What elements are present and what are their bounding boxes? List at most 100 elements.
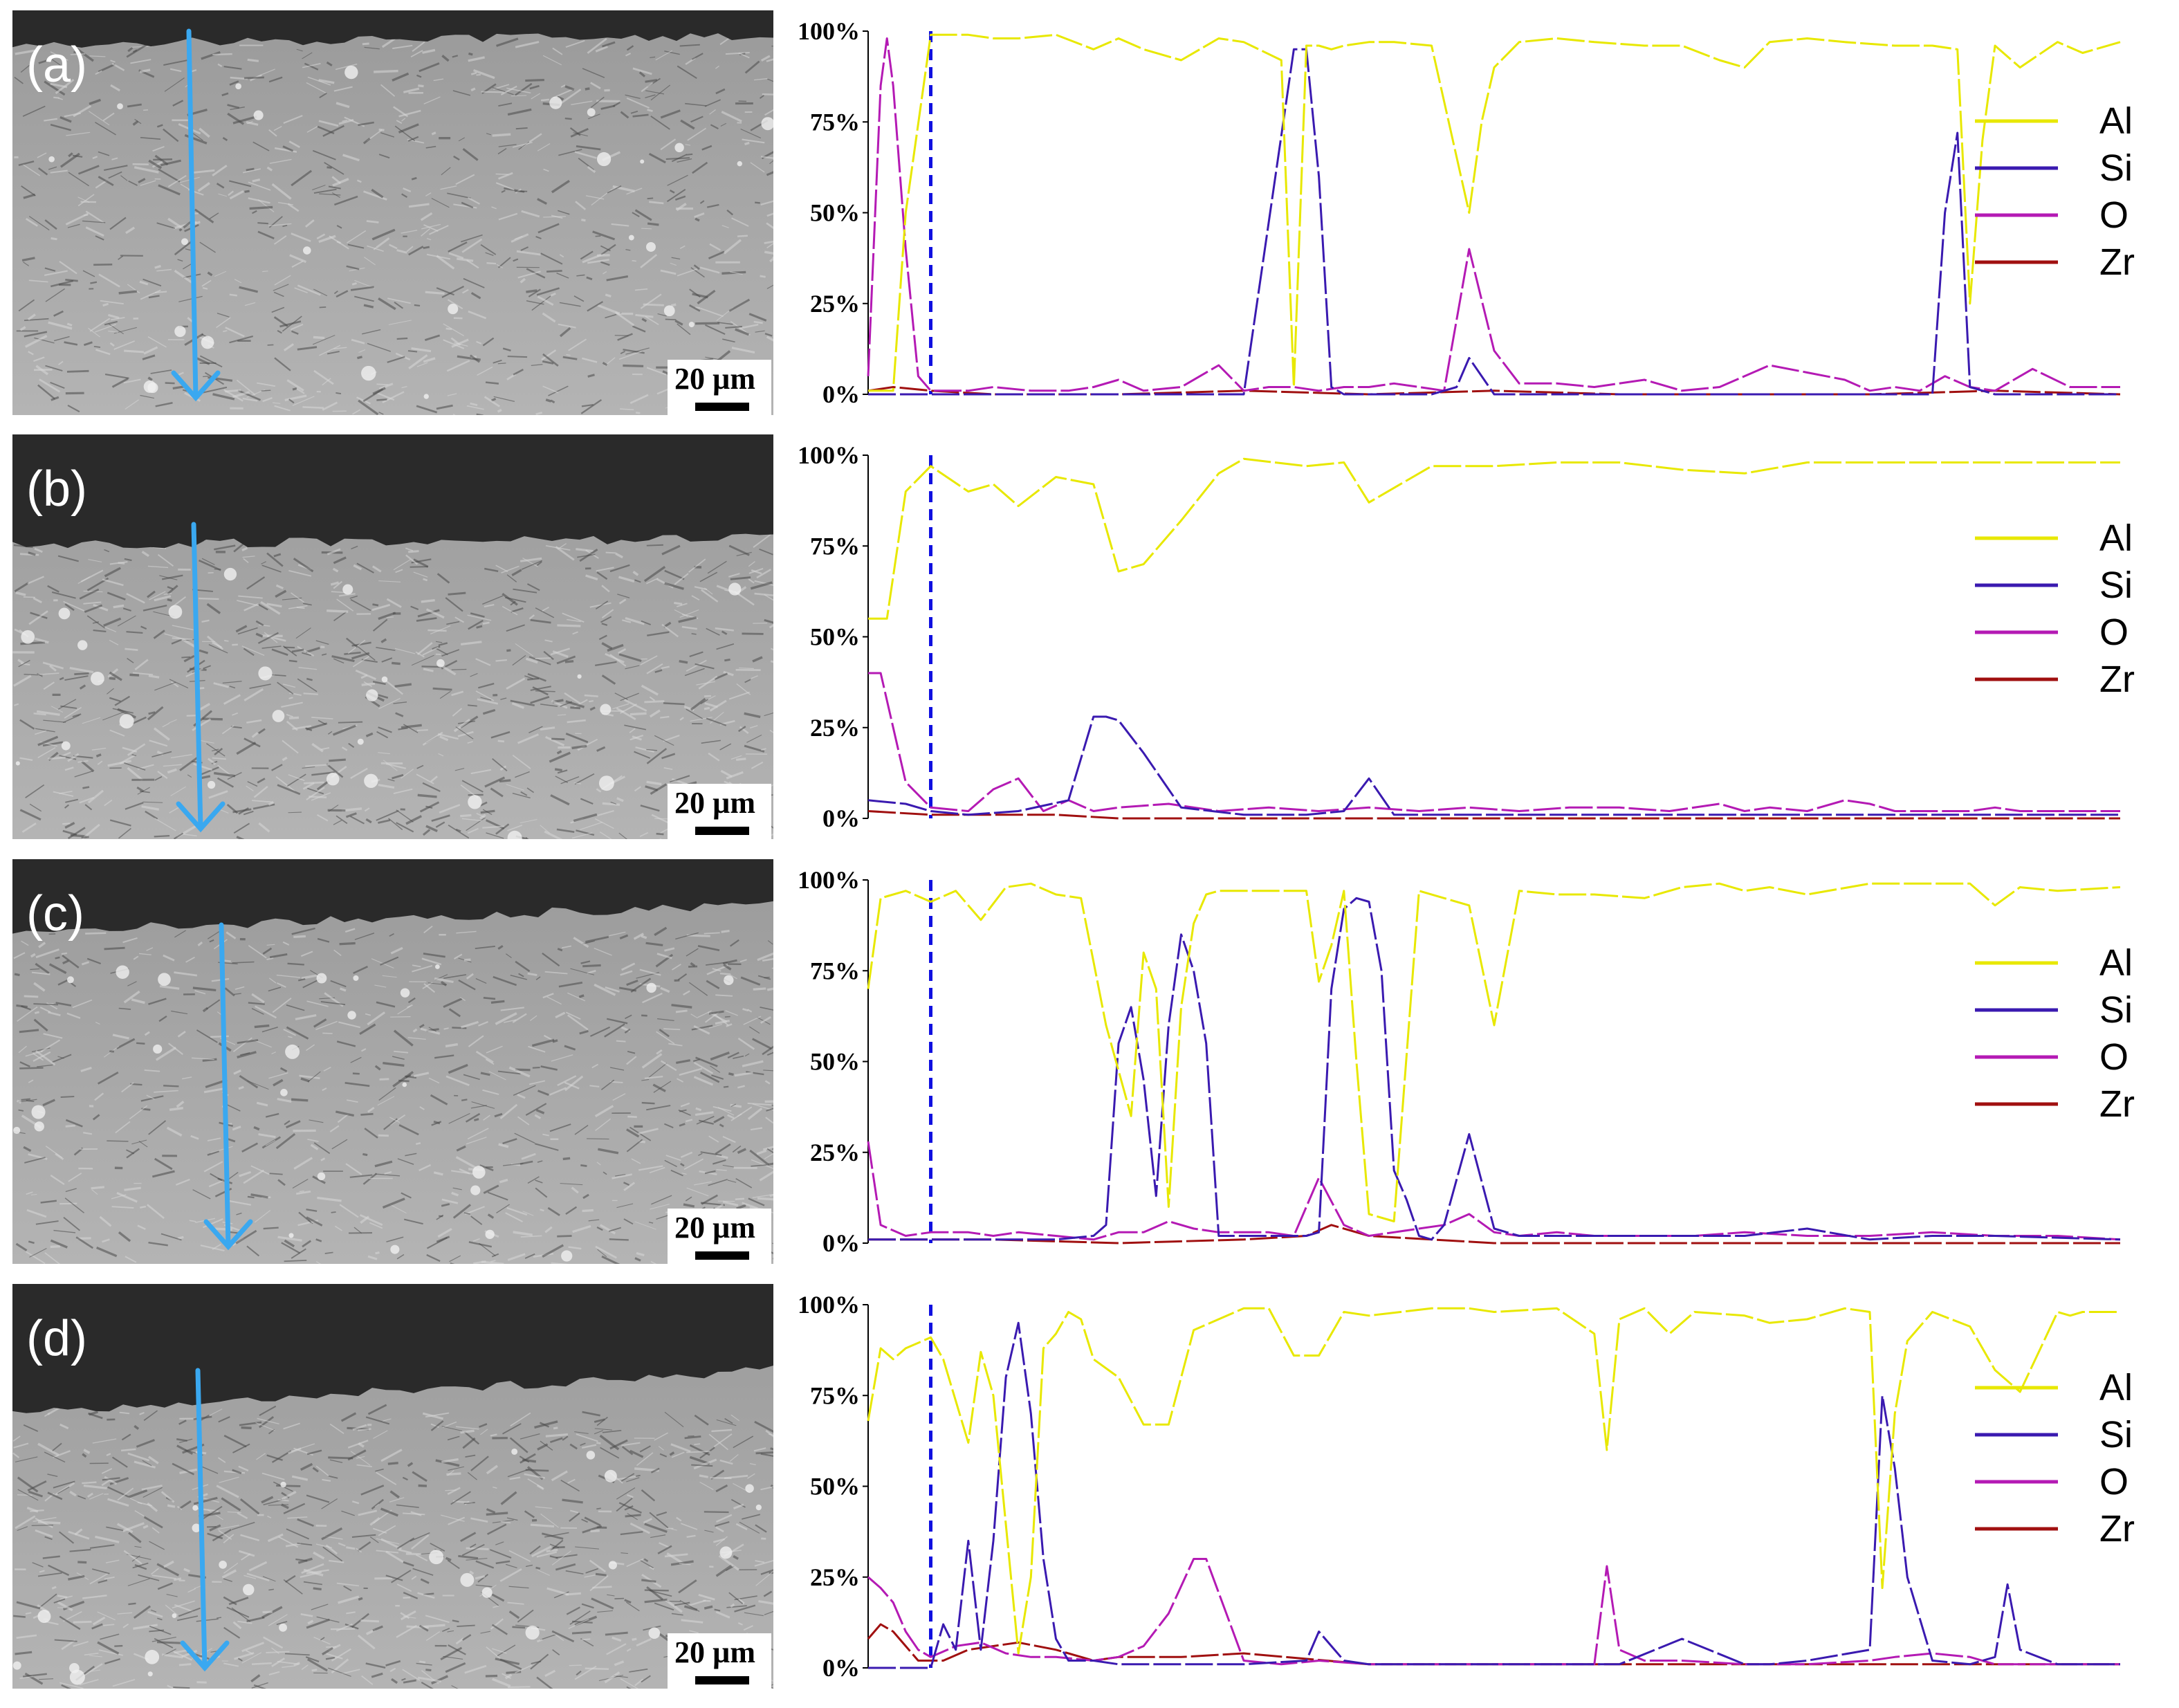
scale-bar: 20 µm xyxy=(668,360,771,415)
sem-texture xyxy=(12,434,773,839)
series-line-si xyxy=(868,48,2120,396)
line-chart: 0% 25% 50% 75% 100% Al Si O Zr xyxy=(789,859,2165,1274)
line-chart: 0% 25% 50% 75% 100% Al Si O Zr xyxy=(789,434,2165,850)
legend-entry-o: O xyxy=(1975,194,2129,236)
legend-label: Al xyxy=(2099,517,2133,559)
sem-image xyxy=(12,1284,773,1689)
scale-bar-label: 20 µm xyxy=(674,1211,756,1245)
scale-bar-line xyxy=(695,1676,749,1684)
legend-entry-al: Al xyxy=(1975,1367,2133,1408)
y-tick-label: 25% xyxy=(810,714,860,742)
y-tick-label: 0% xyxy=(822,805,860,832)
legend-entry-zr: Zr xyxy=(1975,1508,2135,1550)
legend-entry-si: Si xyxy=(1975,564,2133,606)
panel-a: (a) 20 µm 0% 25% 50% 75% 100% Al Si O Zr xyxy=(0,10,2179,425)
legend-label: Al xyxy=(2099,1367,2133,1408)
legend-label: O xyxy=(2099,1461,2129,1503)
legend-label: Si xyxy=(2099,1414,2133,1456)
y-tick-label: 100% xyxy=(798,1291,860,1319)
sem-image xyxy=(12,10,773,415)
line-scan-arrow xyxy=(171,28,221,402)
series-line-al xyxy=(867,882,2121,1222)
legend-label: O xyxy=(2099,612,2129,653)
y-tick-label: 50% xyxy=(810,623,860,651)
scale-bar: 20 µm xyxy=(668,1209,771,1264)
sem-texture xyxy=(12,1284,773,1689)
series-line-o xyxy=(867,37,2120,392)
series-line-si xyxy=(867,715,2120,816)
line-scan-arrow xyxy=(203,922,253,1251)
legend-label: Zr xyxy=(2099,659,2135,700)
y-tick-label: 25% xyxy=(810,290,860,318)
legend-entry-si: Si xyxy=(1975,1414,2133,1456)
chart-svg: 0% 25% 50% 75% 100% Al Si O Zr xyxy=(798,1291,2135,1682)
y-tick-label: 50% xyxy=(810,199,860,227)
series-line-o xyxy=(868,672,2120,812)
sem-texture xyxy=(12,10,773,415)
legend-label: Si xyxy=(2099,989,2133,1031)
legend-entry-zr: Zr xyxy=(1975,1083,2135,1125)
series-line-al xyxy=(867,1307,2120,1655)
line-scan-arrow xyxy=(176,522,226,833)
y-tick-label: 75% xyxy=(810,108,860,136)
legend-label: Zr xyxy=(2099,241,2135,283)
chart-svg: 0% 25% 50% 75% 100% Al Si O Zr xyxy=(798,17,2135,408)
scale-bar: 20 µm xyxy=(668,1633,771,1689)
legend-entry-zr: Zr xyxy=(1975,241,2135,283)
series-line-zr xyxy=(867,1623,2120,1666)
series-line-zr xyxy=(868,1224,2120,1245)
sem-image xyxy=(12,859,773,1264)
legend-entry-zr: Zr xyxy=(1975,659,2135,700)
y-tick-label: 75% xyxy=(810,532,860,560)
panel-label: (a) xyxy=(26,37,87,93)
legend-entry-al: Al xyxy=(1975,517,2133,559)
scale-bar-label: 20 µm xyxy=(674,786,756,820)
scale-bar-line xyxy=(695,827,749,835)
y-tick-label: 75% xyxy=(810,1381,860,1409)
legend-label: Al xyxy=(2099,100,2133,142)
scale-bar-label: 20 µm xyxy=(674,362,756,396)
series-line-zr xyxy=(867,810,2120,820)
y-tick-label: 0% xyxy=(822,1654,860,1682)
chart-svg: 0% 25% 50% 75% 100% Al Si O Zr xyxy=(798,441,2135,832)
y-tick-label: 50% xyxy=(810,1048,860,1076)
scale-bar: 20 µm xyxy=(668,784,771,839)
panel-b: (b) 20 µm 0% 25% 50% 75% 100% Al Si O Zr xyxy=(0,434,2179,850)
series-line-o xyxy=(867,1141,2121,1241)
legend-entry-o: O xyxy=(1975,612,2129,653)
y-tick-label: 0% xyxy=(822,380,860,408)
scale-bar-line xyxy=(695,403,749,411)
legend-label: Al xyxy=(2099,942,2133,984)
chart-svg: 0% 25% 50% 75% 100% Al Si O Zr xyxy=(798,866,2135,1257)
panel-d: (d) 20 µm 0% 25% 50% 75% 100% Al Si O Zr xyxy=(0,1284,2179,1699)
legend-label: Si xyxy=(2099,147,2133,189)
panel-label: (c) xyxy=(26,886,84,942)
y-tick-label: 25% xyxy=(810,1563,860,1591)
sem-image xyxy=(12,434,773,839)
y-tick-label: 50% xyxy=(810,1473,860,1500)
y-tick-label: 0% xyxy=(822,1229,860,1257)
line-chart: 0% 25% 50% 75% 100% Al Si O Zr xyxy=(789,1284,2165,1699)
legend-entry-o: O xyxy=(1975,1461,2129,1503)
series-line-al xyxy=(868,457,2120,620)
panel-c: (c) 20 µm 0% 25% 50% 75% 100% Al Si O Zr xyxy=(0,859,2179,1274)
series-line-o xyxy=(867,1558,2120,1666)
legend-label: Zr xyxy=(2099,1083,2135,1125)
scale-bar-label: 20 µm xyxy=(674,1635,756,1669)
legend-entry-si: Si xyxy=(1975,147,2133,189)
legend-label: Si xyxy=(2099,564,2133,606)
series-line-si xyxy=(868,1321,2120,1669)
legend-entry-o: O xyxy=(1975,1036,2129,1078)
legend-entry-al: Al xyxy=(1975,100,2133,142)
panel-label: (d) xyxy=(26,1311,87,1366)
panel-label: (b) xyxy=(26,461,87,517)
y-tick-label: 100% xyxy=(798,17,860,45)
y-tick-label: 100% xyxy=(798,441,860,469)
sem-texture xyxy=(12,859,773,1264)
y-tick-label: 25% xyxy=(810,1139,860,1166)
y-tick-label: 75% xyxy=(810,957,860,984)
legend-label: Zr xyxy=(2099,1508,2135,1550)
legend-entry-al: Al xyxy=(1975,942,2133,984)
legend-label: O xyxy=(2099,194,2129,236)
line-chart: 0% 25% 50% 75% 100% Al Si O Zr xyxy=(789,10,2165,425)
